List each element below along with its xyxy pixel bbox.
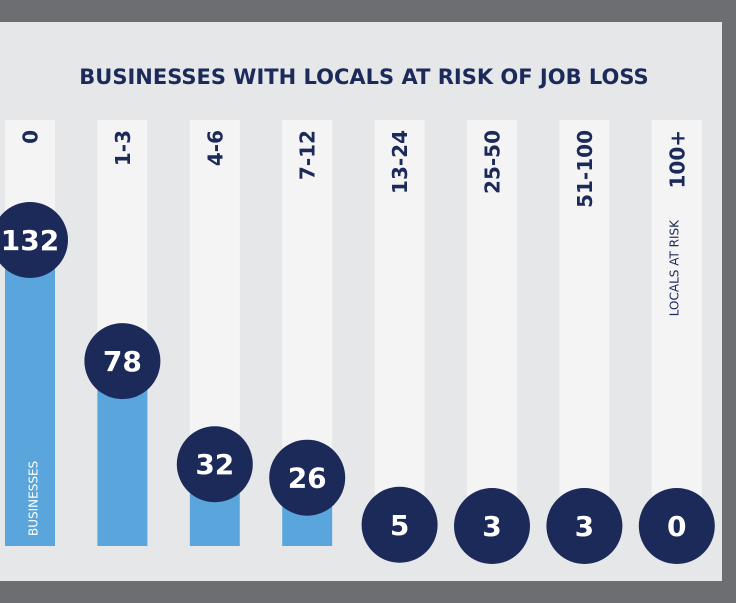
y-axis-label: BUSINESSES xyxy=(27,461,41,536)
value-label: 3 xyxy=(575,510,594,543)
bar xyxy=(97,371,148,546)
x-tick-label: 51-100 xyxy=(573,130,597,208)
value-badge xyxy=(638,488,715,564)
value-badge xyxy=(454,488,530,564)
x-tick-label: 1-3 xyxy=(111,130,135,166)
x-tick-label: 13-24 xyxy=(388,130,412,194)
value-label: 5 xyxy=(390,509,409,542)
value-badge xyxy=(361,486,438,563)
column-strip xyxy=(374,120,425,546)
x-tick-label: 25-50 xyxy=(481,130,505,194)
x-tick-label: 100+ xyxy=(665,130,689,189)
value-label: 26 xyxy=(288,462,327,495)
chart-title: BUSINESSES WITH LOCALS AT RISK OF JOB LO… xyxy=(79,65,648,89)
value-badge xyxy=(0,202,68,278)
column-strip xyxy=(651,120,702,546)
bar xyxy=(5,250,55,546)
value-badge xyxy=(546,488,623,564)
value-badge xyxy=(269,439,346,516)
value-label: 132 xyxy=(1,224,59,257)
value-label: 78 xyxy=(103,345,142,378)
column-strip xyxy=(559,120,610,546)
value-label: 3 xyxy=(482,510,501,543)
value-badge xyxy=(84,323,161,400)
x-tick-label: 0 xyxy=(19,130,43,144)
column-strip xyxy=(467,120,517,546)
value-badge xyxy=(176,426,253,503)
x-tick-label: 7-12 xyxy=(296,130,320,180)
value-label: 0 xyxy=(667,510,686,543)
x-axis-label: LOCALS AT RISK xyxy=(667,219,681,316)
x-tick-label: 4-6 xyxy=(203,130,227,166)
value-label: 32 xyxy=(195,448,234,481)
